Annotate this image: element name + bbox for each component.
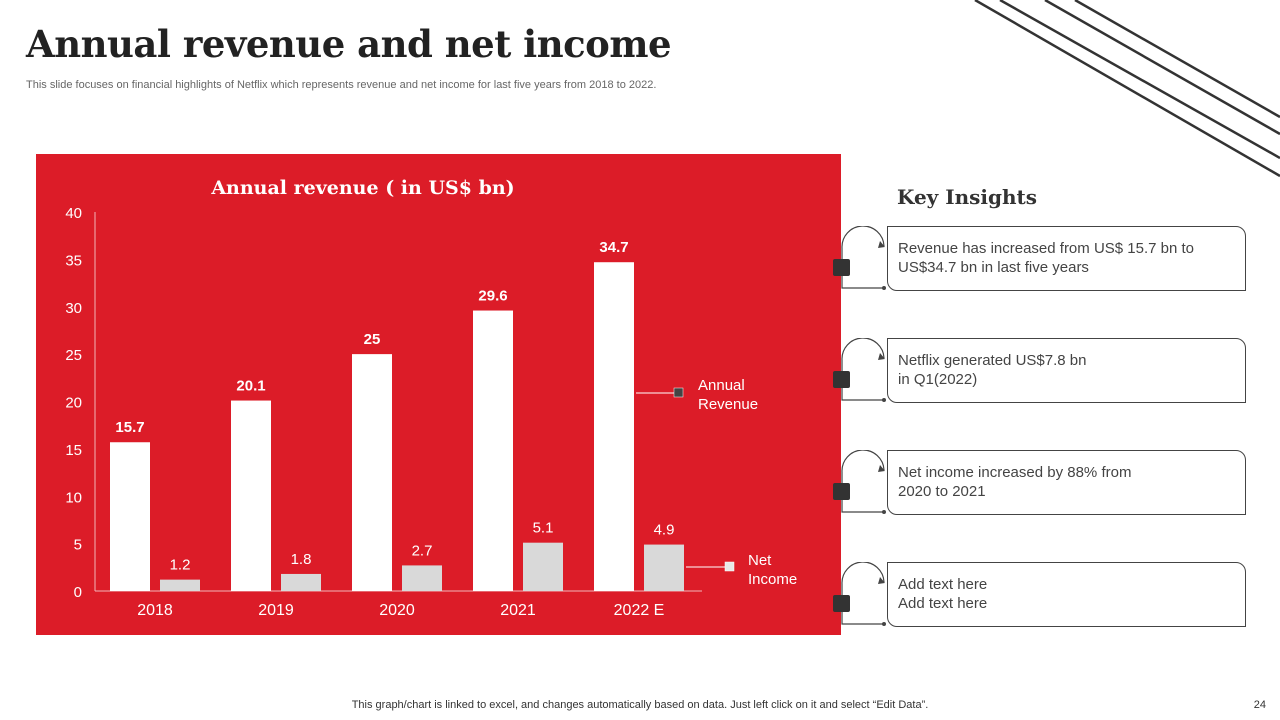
legend-label-income-2: Income xyxy=(748,571,797,588)
revenue-value-label: 34.7 xyxy=(599,239,628,256)
curl-connector xyxy=(841,562,886,626)
x-tick-label: 2021 xyxy=(500,602,536,619)
footer-note: This graph/chart is linked to excel, and… xyxy=(351,699,929,711)
insight-text-4: Add text here Add text here xyxy=(898,576,988,612)
curl-connector xyxy=(841,226,886,290)
net-income-bar xyxy=(281,573,321,591)
revenue-bar xyxy=(473,310,513,591)
x-tick-label: 2022 E xyxy=(614,602,665,619)
revenue-value-label: 25 xyxy=(364,331,381,348)
insight-box: Net income increased by 88% from 2020 to… xyxy=(887,450,1246,515)
revenue-bar xyxy=(352,354,392,591)
insight-card-2: Netflix generated US$7.8 bn in Q1(2022) xyxy=(833,338,1246,403)
revenue-chart[interactable]: Annual revenue ( in US$ bn) 0 5 10 15 20 25 30 3… xyxy=(36,154,841,635)
bullet-square xyxy=(833,259,850,276)
insight-text-2: Netflix generated US$7.8 bn in Q1(2022) xyxy=(898,352,1087,388)
y-tick-label: 20 xyxy=(65,395,82,412)
insight-text-3: Net income increased by 88% from 2020 to… xyxy=(898,464,1132,500)
revenue-chart-panel[interactable]: Annual revenue ( in US$ bn) 0 5 10 15 20 25 30 3… xyxy=(36,154,841,635)
insight-box: Revenue has increased from US$ 15.7 bn t… xyxy=(887,226,1246,291)
chart-title: Annual revenue ( in US$ bn) xyxy=(210,177,514,199)
page-number: 24 xyxy=(1253,699,1266,711)
y-tick-label: 5 xyxy=(74,537,82,554)
y-tick-label: 0 xyxy=(74,584,82,601)
legend-marker-revenue xyxy=(673,387,684,398)
net-income-bar xyxy=(402,565,442,591)
legend-label-revenue-1: Annual xyxy=(698,377,745,394)
revenue-bar xyxy=(594,262,634,591)
net-income-bar xyxy=(644,544,684,591)
insight-box: Netflix generated US$7.8 bn in Q1(2022) xyxy=(887,338,1246,403)
net-income-value-label: 5.1 xyxy=(533,520,554,537)
slide-subtitle: This slide focuses on financial highligh… xyxy=(26,79,657,91)
y-tick-label: 35 xyxy=(65,252,82,269)
bullet-square xyxy=(833,483,850,500)
insight-card-1: Revenue has increased from US$ 15.7 bn t… xyxy=(833,226,1246,291)
insight-text-1: Revenue has increased from US$ 15.7 bn t… xyxy=(898,240,1195,276)
insight-box: Add text here Add text here xyxy=(887,562,1246,627)
x-tick-label: 2018 xyxy=(137,602,173,619)
net-income-bar xyxy=(160,579,200,591)
revenue-value-label: 29.6 xyxy=(478,288,507,305)
revenue-value-label: 15.7 xyxy=(115,419,144,436)
key-insights-title: Key Insights xyxy=(897,185,1038,209)
y-tick-label: 40 xyxy=(65,205,82,222)
curl-connector xyxy=(841,338,886,402)
bullet-square xyxy=(833,371,850,388)
y-tick-label: 30 xyxy=(65,300,82,317)
net-income-value-label: 4.9 xyxy=(654,522,675,539)
y-tick-label: 25 xyxy=(65,347,82,364)
insight-card-3: Net income increased by 88% from 2020 to… xyxy=(833,450,1246,515)
net-income-value-label: 1.8 xyxy=(291,551,312,568)
legend-marker-income xyxy=(724,561,735,572)
legend-label-income-1: Net xyxy=(748,552,772,569)
revenue-bar xyxy=(110,442,150,591)
net-income-bar xyxy=(523,542,563,591)
insight-card-4: Add text here Add text here xyxy=(833,562,1246,627)
y-tick-label: 15 xyxy=(65,442,82,459)
bullet-square xyxy=(833,595,850,612)
legend-label-revenue-2: Revenue xyxy=(698,396,758,413)
revenue-value-label: 20.1 xyxy=(236,378,265,395)
curl-connector xyxy=(841,450,886,514)
slide-title: Annual revenue and net income xyxy=(26,22,672,66)
x-tick-label: 2020 xyxy=(379,602,415,619)
y-tick-label: 10 xyxy=(65,489,82,506)
net-income-value-label: 2.7 xyxy=(412,542,433,559)
net-income-value-label: 1.2 xyxy=(170,557,191,574)
revenue-bar xyxy=(231,400,271,591)
x-tick-label: 2019 xyxy=(258,602,294,619)
corner-decoration-lines xyxy=(974,0,1280,178)
